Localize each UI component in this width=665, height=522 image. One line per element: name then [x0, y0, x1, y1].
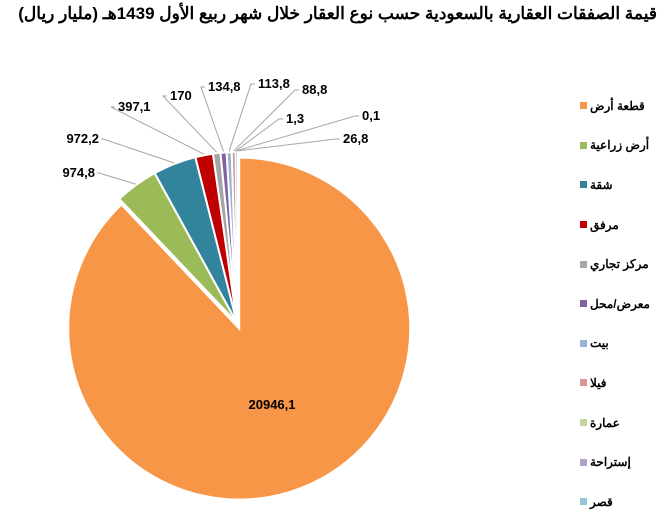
legend-swatch — [580, 102, 587, 110]
data-label: 134,8 — [208, 79, 241, 94]
data-label: 974,8 — [62, 165, 95, 180]
legend: قطعة أرض أرض زراعية شقة مرفق مركز تجاري معرض/… — [540, 86, 665, 522]
pie-slice — [235, 151, 238, 324]
pie-slices — [67, 150, 412, 501]
leader-line — [228, 83, 255, 152]
legend-label: أرض زراعية — [590, 138, 650, 153]
chart-title: قيمة الصفقات العقارية بالسعودية حسب نوع … — [18, 4, 657, 23]
legend-swatch — [580, 339, 587, 347]
leader-line — [233, 89, 299, 152]
leader-lines — [97, 83, 359, 185]
data-label: 0,1 — [362, 108, 380, 123]
legend-swatch — [580, 498, 587, 506]
legend-label: معرض/محل — [590, 296, 650, 311]
data-label: 397,1 — [118, 99, 151, 114]
leader-line — [236, 138, 340, 152]
legend-swatch — [580, 181, 587, 189]
legend-label: مركز تجاري — [590, 257, 649, 272]
leader-line — [235, 115, 359, 152]
legend-item: فيلا — [540, 363, 665, 403]
legend-item: قطعة أرض — [540, 86, 665, 126]
legend-label: بيت — [590, 336, 609, 351]
legend-item: إستراحة — [540, 442, 665, 482]
legend-item: معرض/محل — [540, 284, 665, 324]
legend-swatch — [580, 379, 587, 387]
leader-line — [97, 172, 136, 185]
data-label: 26,8 — [343, 131, 368, 146]
legend-item: عمارة — [540, 403, 665, 443]
data-labels: 20946,1 974,8 972,2 397,1 170 134,8 113,8 88,8 1… — [62, 76, 380, 412]
legend-swatch — [580, 300, 587, 308]
legend-label: قطعة أرض — [590, 98, 645, 113]
legend-label: قصر — [590, 494, 613, 509]
pie-chart: 20946,1 974,8 972,2 397,1 170 134,8 113,8 88,8 1… — [62, 76, 412, 501]
legend-item: شقة — [540, 165, 665, 205]
legend-label: فيلا — [590, 375, 607, 390]
legend-item: قصر — [540, 482, 665, 522]
legend-label: مرفق — [590, 217, 619, 232]
leader-line — [101, 138, 175, 164]
pie-slice — [67, 156, 412, 501]
data-label: 113,8 — [258, 76, 290, 91]
legend-swatch — [580, 141, 587, 149]
legend-item: أرض زراعية — [540, 126, 665, 166]
data-label: 170 — [170, 88, 192, 103]
data-label: 20946,1 — [249, 397, 296, 412]
legend-item: بيت — [540, 324, 665, 364]
leader-line — [235, 118, 283, 152]
leader-line — [200, 86, 224, 152]
data-label: 972,2 — [66, 131, 99, 146]
legend-label: إستراحة — [590, 455, 631, 470]
data-label: 88,8 — [302, 82, 327, 97]
legend-swatch — [580, 260, 587, 268]
leader-line — [110, 106, 205, 155]
legend-item: مركز تجاري — [540, 244, 665, 284]
legend-swatch — [580, 221, 587, 229]
legend-label: عمارة — [590, 415, 620, 430]
leader-line — [161, 95, 217, 153]
legend-swatch — [580, 458, 587, 466]
data-label: 1,3 — [286, 111, 304, 126]
legend-item: مرفق — [540, 205, 665, 245]
legend-label: شقة — [590, 177, 613, 192]
legend-swatch — [580, 419, 587, 427]
